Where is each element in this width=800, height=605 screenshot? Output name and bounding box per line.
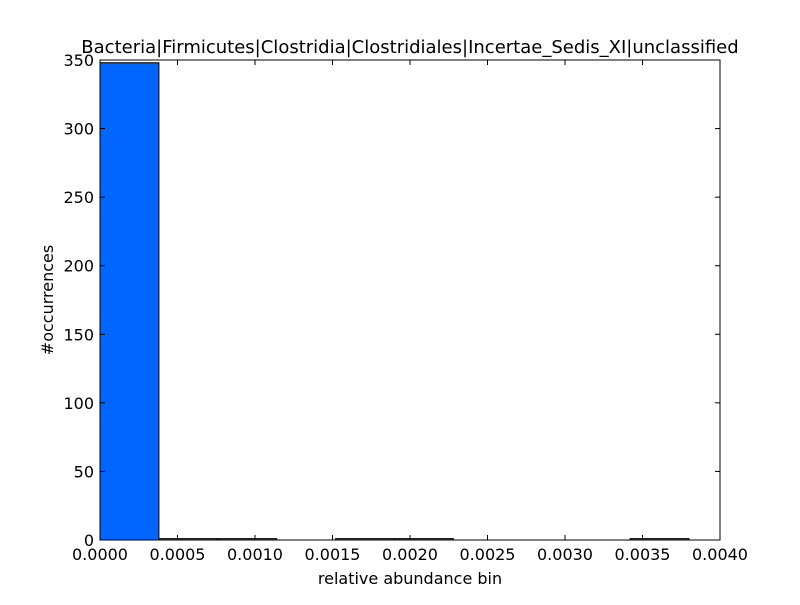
y-tick-label: 250: [63, 188, 94, 207]
bars-layer: [99, 62, 690, 541]
y-tick-label: 150: [63, 325, 94, 344]
ticks-layer: 0.0000 0.0005 0.0010 0.0015 0.0020 0.0025 0.00…: [63, 51, 748, 564]
x-tick-label: 0.0015: [305, 545, 361, 564]
y-tick-label: 300: [63, 120, 94, 139]
x-tick-label: 0.0030: [537, 545, 593, 564]
y-tick-label: 350: [63, 51, 94, 70]
histogram-bar: [99, 62, 160, 541]
y-tick-label: 100: [63, 394, 94, 413]
x-tick-label: 0.0010: [227, 545, 283, 564]
x-tick-label: 0.0000: [72, 545, 128, 564]
chart-title: Bacteria|Firmicutes|Clostridia|Clostridi…: [81, 37, 738, 58]
x-tick-label: 0.0005: [150, 545, 206, 564]
y-tick-label: 0: [84, 531, 94, 550]
y-tick-label: 200: [63, 257, 94, 276]
x-tick-label: 0.0025: [460, 545, 516, 564]
y-axis-label: #occurrences: [38, 245, 57, 355]
x-tick-label: 0.0020: [382, 545, 438, 564]
x-tick-label: 0.0035: [615, 545, 671, 564]
x-axis-label: relative abundance bin: [318, 569, 502, 588]
x-tick-label: 0.0040: [692, 545, 748, 564]
y-tick-label: 50: [74, 462, 94, 481]
